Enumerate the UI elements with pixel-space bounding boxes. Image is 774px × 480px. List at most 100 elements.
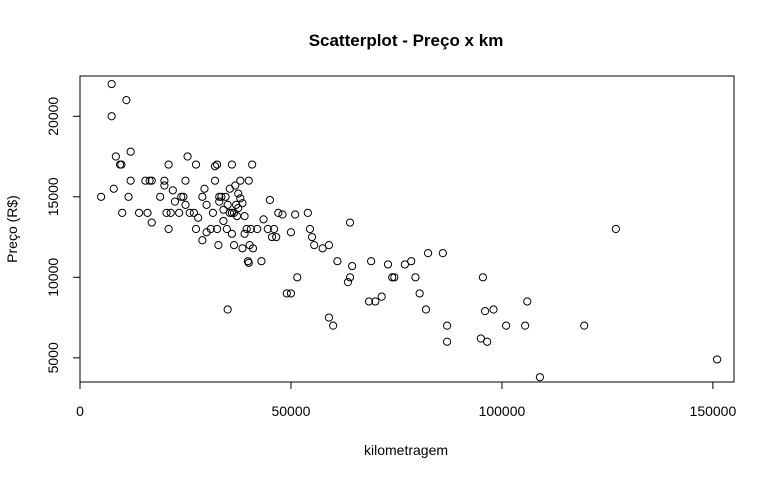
x-tick-label: 0 bbox=[76, 403, 84, 419]
data-point bbox=[238, 244, 247, 253]
data-point bbox=[242, 224, 251, 234]
data-point bbox=[246, 224, 255, 234]
data-point bbox=[191, 160, 201, 169]
data-point bbox=[117, 160, 126, 169]
data-point bbox=[713, 355, 722, 364]
data-point bbox=[265, 195, 274, 205]
data-point bbox=[415, 289, 424, 298]
data-point bbox=[423, 249, 433, 258]
data-point bbox=[305, 224, 315, 234]
data-point bbox=[329, 321, 338, 330]
data-point bbox=[181, 200, 190, 209]
data-point bbox=[219, 205, 228, 214]
chart-title: Scatterplot - Preço x km bbox=[309, 31, 504, 50]
data-point bbox=[183, 152, 192, 161]
data-point bbox=[168, 186, 177, 195]
y-axis-label: Preço (R$) bbox=[4, 195, 20, 263]
data-point bbox=[371, 297, 380, 306]
data-point bbox=[383, 260, 393, 269]
data-point bbox=[238, 199, 247, 208]
data-point bbox=[231, 181, 240, 190]
data-point bbox=[263, 224, 272, 234]
x-tick-label: 100000 bbox=[479, 403, 526, 419]
data-point bbox=[170, 197, 180, 206]
data-point bbox=[179, 192, 188, 201]
data-point bbox=[202, 200, 211, 209]
data-point bbox=[303, 208, 312, 217]
data-point bbox=[333, 257, 342, 266]
data-point bbox=[229, 241, 239, 250]
data-point bbox=[286, 289, 296, 298]
data-point bbox=[521, 321, 530, 330]
data-point bbox=[126, 147, 135, 156]
data-point bbox=[147, 218, 156, 227]
data-point bbox=[291, 210, 300, 219]
data-point bbox=[215, 192, 224, 201]
data-point bbox=[225, 208, 234, 217]
data-point bbox=[166, 208, 175, 217]
data-point bbox=[248, 160, 257, 169]
data-point bbox=[164, 224, 173, 234]
data-point bbox=[221, 192, 230, 201]
data-point bbox=[160, 181, 169, 190]
data-point bbox=[194, 213, 203, 222]
data-point bbox=[198, 236, 207, 245]
data-point bbox=[162, 208, 171, 217]
data-point bbox=[236, 194, 245, 203]
data-point bbox=[307, 232, 317, 242]
data-point bbox=[213, 224, 222, 234]
data-point bbox=[156, 192, 165, 201]
data-point bbox=[225, 184, 234, 193]
data-point bbox=[310, 241, 319, 250]
data-point bbox=[476, 334, 485, 343]
data-point bbox=[272, 232, 281, 242]
data-point bbox=[210, 162, 220, 171]
data-point bbox=[278, 210, 287, 219]
data-point bbox=[282, 289, 291, 298]
data-point bbox=[318, 244, 327, 253]
data-point bbox=[214, 241, 223, 250]
data-point bbox=[523, 297, 532, 306]
data-point bbox=[219, 216, 228, 226]
data-point bbox=[223, 200, 232, 209]
data-point bbox=[248, 244, 258, 253]
data-point bbox=[122, 96, 131, 105]
data-point bbox=[227, 229, 236, 238]
plot-frame bbox=[79, 75, 735, 383]
y-tick-label: 5000 bbox=[45, 342, 61, 373]
data-point bbox=[147, 176, 156, 185]
data-point bbox=[364, 297, 374, 306]
data-point bbox=[388, 273, 397, 282]
data-point bbox=[345, 273, 355, 282]
data-point bbox=[141, 176, 150, 185]
data-points bbox=[96, 79, 722, 382]
data-point bbox=[191, 224, 201, 234]
data-point bbox=[236, 176, 245, 185]
data-point bbox=[215, 197, 224, 206]
data-point bbox=[253, 224, 262, 234]
data-point bbox=[274, 208, 283, 217]
data-point bbox=[611, 224, 620, 234]
data-point bbox=[145, 176, 154, 185]
data-point bbox=[118, 208, 127, 217]
y-tick-label: 15000 bbox=[45, 177, 61, 216]
data-point bbox=[189, 208, 199, 217]
data-point bbox=[227, 160, 236, 169]
data-point bbox=[217, 192, 226, 201]
data-point bbox=[293, 273, 302, 282]
data-point bbox=[96, 192, 106, 201]
data-point bbox=[175, 208, 184, 217]
data-point bbox=[345, 218, 355, 227]
x-axis: 0 50000 100000 150000 bbox=[76, 381, 736, 419]
data-point bbox=[367, 257, 376, 266]
data-point bbox=[124, 192, 133, 201]
data-point bbox=[438, 249, 447, 258]
data-point bbox=[324, 313, 334, 322]
data-point bbox=[377, 292, 386, 301]
data-point bbox=[107, 79, 116, 89]
data-point bbox=[442, 337, 452, 346]
data-point bbox=[411, 273, 420, 282]
data-point bbox=[269, 224, 279, 234]
data-point bbox=[244, 258, 253, 267]
